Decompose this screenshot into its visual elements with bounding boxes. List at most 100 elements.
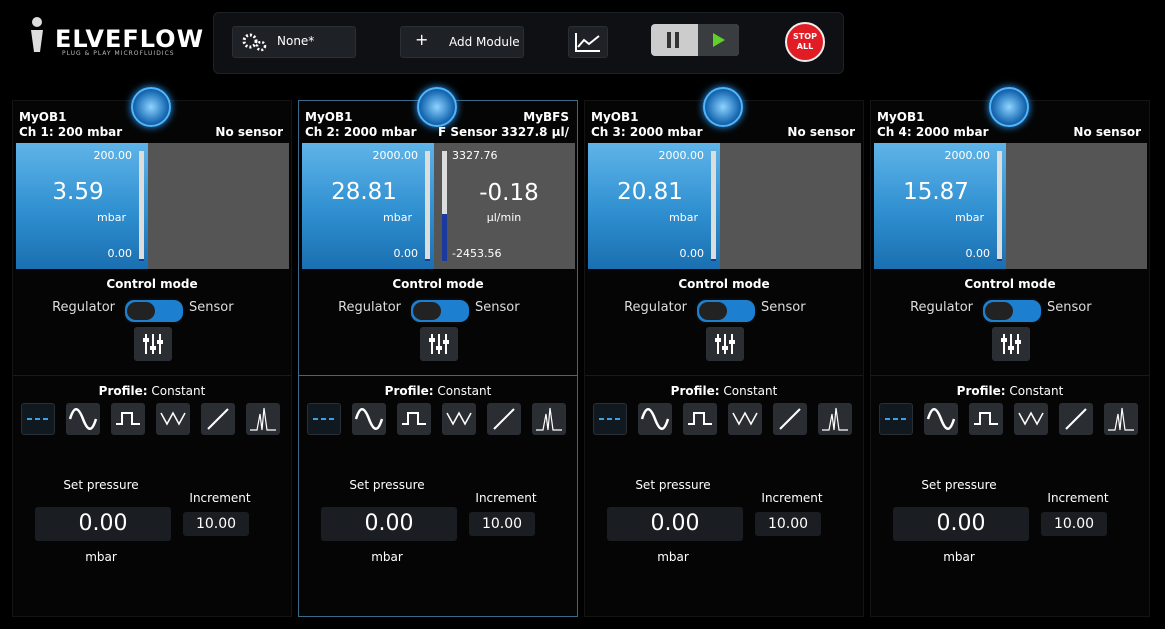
pause-play[interactable] (651, 24, 739, 56)
profile-button[interactable] (442, 403, 476, 435)
profile-button[interactable] (487, 403, 521, 435)
sensor-min: -2453.56 (452, 247, 502, 260)
gauge-unit: mbar (97, 211, 126, 224)
profile-label: Profile: (98, 384, 148, 398)
gauge-value: 20.81 (617, 179, 683, 205)
profile-button[interactable] (728, 403, 762, 435)
graph-button[interactable] (568, 26, 608, 58)
pressure-input-value: 0.00 (650, 511, 700, 536)
profile-button[interactable] (879, 403, 913, 435)
logo-text: ELVEFLOW (55, 25, 205, 53)
profile-button[interactable] (201, 403, 235, 435)
pressure-input-value: 0.00 (78, 511, 128, 536)
sensor-mode-label: Sensor (475, 300, 520, 315)
pressure-input[interactable]: 0.00 (35, 507, 171, 541)
separator (585, 375, 863, 376)
level-fill (139, 259, 144, 261)
profile-button[interactable] (352, 403, 386, 435)
mode-toggle[interactable] (409, 298, 471, 324)
sensor-mode-label: Sensor (1047, 300, 1092, 315)
increment-value: 10.00 (481, 516, 523, 532)
profile-button[interactable] (969, 403, 1003, 435)
regulator-label: Regulator (910, 300, 973, 315)
profile-button[interactable] (156, 403, 190, 435)
tuning-button[interactable] (706, 327, 744, 361)
tuning-button[interactable] (420, 327, 458, 361)
profile-button[interactable] (683, 403, 717, 435)
gauge-value: 3.59 (52, 179, 104, 205)
mode-toggle[interactable] (123, 298, 185, 324)
profile-button[interactable] (397, 403, 431, 435)
pressure-input[interactable]: 0.00 (607, 507, 743, 541)
gray-panel (720, 143, 861, 269)
gray-panel (1006, 143, 1147, 269)
stop-all-button[interactable]: STOP ALL (785, 22, 825, 62)
level-track (442, 151, 447, 261)
profile-button[interactable] (1059, 403, 1093, 435)
gauge-min: 0.00 (393, 247, 419, 260)
profile-button[interactable] (1104, 403, 1138, 435)
control-mode-label: Control mode (392, 277, 484, 291)
stop-label: STOP (793, 32, 817, 41)
profile-button[interactable] (1014, 403, 1048, 435)
mode-toggle[interactable] (981, 298, 1043, 324)
increment-input[interactable]: 10.00 (755, 512, 821, 536)
add-module-button[interactable]: + Add Module (400, 26, 524, 58)
profile-button[interactable] (111, 403, 145, 435)
sensor-status: No sensor (787, 125, 855, 139)
tuning-button[interactable] (992, 327, 1030, 361)
profile-button[interactable] (66, 403, 100, 435)
profile-button[interactable] (532, 403, 566, 435)
power-button[interactable] (131, 87, 171, 127)
gauge-max: 200.00 (93, 149, 133, 162)
increment-value: 10.00 (195, 516, 237, 532)
gauge-unit: mbar (669, 211, 698, 224)
profile-button[interactable] (638, 403, 672, 435)
gray-panel (148, 143, 289, 269)
channel-panel: MyOB1 Ch 3: 2000 mbar No sensor 2000.00 20.8… (584, 87, 864, 617)
increment-input[interactable]: 10.00 (469, 512, 535, 536)
increment-input[interactable]: 10.00 (183, 512, 249, 536)
instrument-name: MyOB1 (19, 110, 67, 124)
profile-button[interactable] (593, 403, 627, 435)
sensor-status: No sensor (215, 125, 283, 139)
level-track (711, 151, 716, 261)
power-button[interactable] (417, 87, 457, 127)
config-button[interactable]: None* (232, 26, 356, 58)
separator (299, 375, 577, 376)
tuning-button[interactable] (134, 327, 172, 361)
gauge-max: 2000.00 (372, 149, 419, 162)
regulator-label: Regulator (52, 300, 115, 315)
pressure-input[interactable]: 0.00 (893, 507, 1029, 541)
pressure-input-value: 0.00 (936, 511, 986, 536)
mode-toggle[interactable] (695, 298, 757, 324)
profile-label: Profile: (384, 384, 434, 398)
profile-button[interactable] (773, 403, 807, 435)
gauge-min: 0.00 (679, 247, 705, 260)
profile-row: Profile: Constant (585, 384, 863, 398)
profile-button[interactable] (307, 403, 341, 435)
pressure-input[interactable]: 0.00 (321, 507, 457, 541)
profile-button[interactable] (246, 403, 280, 435)
power-button[interactable] (989, 87, 1029, 127)
config-name: None* (277, 34, 315, 48)
pressure-gauge: 2000.00 20.81 mbar 0.00 (588, 143, 720, 269)
pressure-input-value: 0.00 (364, 511, 414, 536)
logo-icon (25, 14, 53, 54)
profile-button[interactable] (21, 403, 55, 435)
profile-label: Profile: (956, 384, 1006, 398)
level-track (139, 151, 144, 261)
gauge-value: 28.81 (331, 179, 397, 205)
profile-row: Profile: Constant (871, 384, 1149, 398)
add-module-label: Add Module (449, 35, 520, 49)
profile-button[interactable] (818, 403, 852, 435)
channel-panel: MyOB1 Ch 4: 2000 mbar No sensor 2000.00 15.8… (870, 87, 1150, 617)
gauge-min: 0.00 (107, 247, 133, 260)
gauge-max: 2000.00 (658, 149, 705, 162)
profile-button[interactable] (924, 403, 958, 435)
power-button[interactable] (703, 87, 743, 127)
increment-input[interactable]: 10.00 (1041, 512, 1107, 536)
increment-value: 10.00 (1053, 516, 1095, 532)
sensor-mode-label: Sensor (189, 300, 234, 315)
